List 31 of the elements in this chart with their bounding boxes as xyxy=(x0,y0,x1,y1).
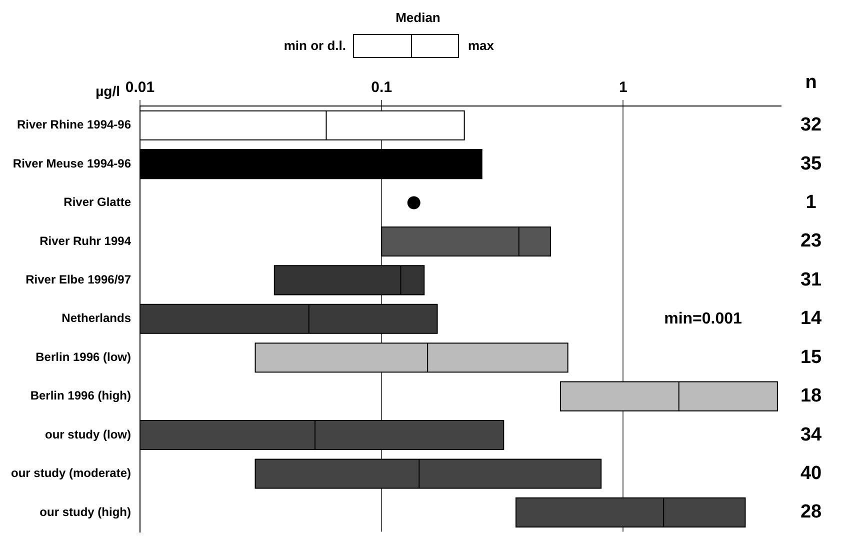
text: 34 xyxy=(800,424,822,446)
y-tick-label: Berlin 1996 (high) xyxy=(30,388,132,403)
text: 14 xyxy=(800,308,822,330)
annotation: min=0.001 xyxy=(664,310,742,328)
text: max xyxy=(468,38,494,53)
x-tick-label: 0.01 xyxy=(125,79,155,96)
text: 31 xyxy=(800,269,822,290)
y-tick-label: our study (moderate) xyxy=(10,466,132,480)
y-tick-label: River Elbe 1996/97 xyxy=(26,272,132,287)
text: Median xyxy=(394,10,442,25)
text: n xyxy=(805,72,817,93)
x-axis-title: µg/l xyxy=(96,82,120,99)
y-tick-label: our study (high) xyxy=(40,504,132,519)
text: 23 xyxy=(800,230,822,252)
y-tick-label: Netherlands xyxy=(62,311,132,326)
y-tick-label: River Meuse 1994-96 xyxy=(12,156,132,170)
x-tick-label: 0.1 xyxy=(371,79,392,96)
y-tick-label: our study (low) xyxy=(45,427,132,442)
text: 40 xyxy=(800,462,822,484)
x-tick-label: 1 xyxy=(619,79,628,96)
text: 28 xyxy=(800,502,822,523)
y-tick-label: River Ruhr 1994 xyxy=(40,234,132,248)
text: 1 xyxy=(806,192,817,214)
text: min or d.l. xyxy=(284,38,346,53)
y-tick-label: River Glatte xyxy=(64,195,132,210)
text: 15 xyxy=(800,346,822,368)
text: 18 xyxy=(800,386,822,407)
y-tick-label: River Rhine 1994-96 xyxy=(16,118,132,132)
y-tick-label: Berlin 1996 (low) xyxy=(36,350,132,364)
text: 35 xyxy=(800,153,822,174)
text: 32 xyxy=(800,114,822,136)
